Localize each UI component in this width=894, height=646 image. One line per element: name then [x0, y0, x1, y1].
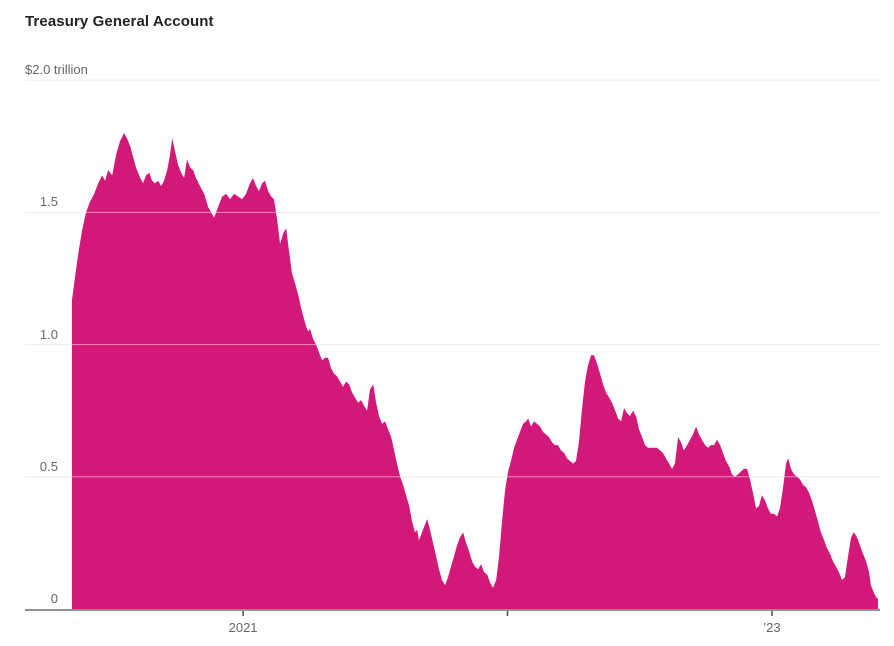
chart-title: Treasury General Account	[25, 13, 214, 30]
y-axis-unit-label: $2.0 trillion	[25, 62, 88, 78]
x-tick-label: ’23	[763, 620, 781, 635]
y-tick-label: 0	[50, 591, 58, 606]
y-tick-label: 1.0	[39, 326, 58, 342]
y-tick-label: 1.5	[39, 194, 58, 210]
area-series	[72, 133, 878, 609]
x-tick-label: 2021	[228, 620, 258, 635]
y-tick-label: 0.5	[39, 458, 58, 474]
